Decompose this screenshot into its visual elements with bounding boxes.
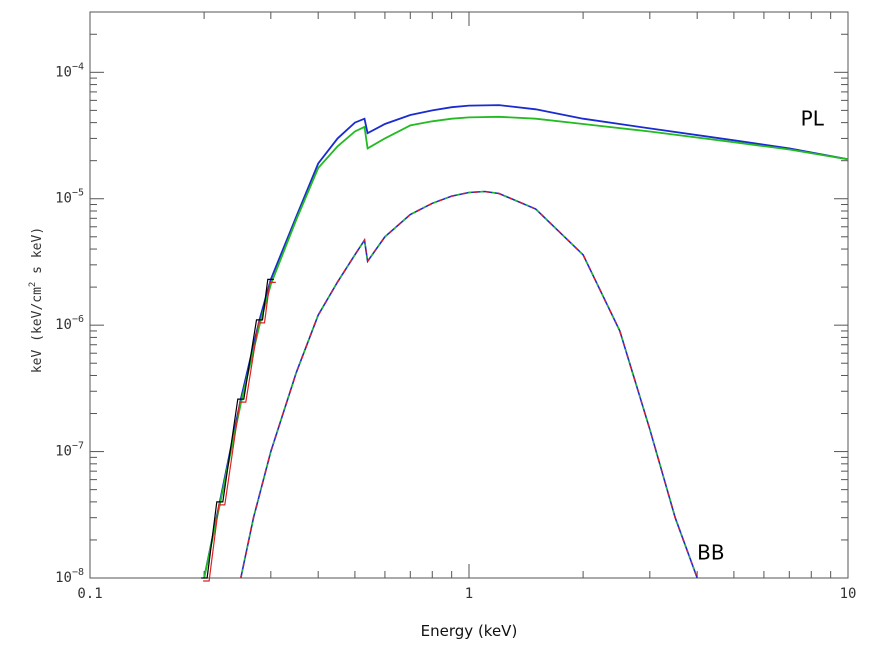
annotation-layer: PL BB: [697, 106, 825, 564]
x-tick-label: 0.1: [77, 586, 102, 602]
y-tick-label-base: 10: [55, 444, 72, 460]
y-tick-label: 10−7: [55, 441, 84, 460]
y-tick-label: 10−6: [55, 314, 84, 333]
x-tick-label: 10: [840, 586, 857, 602]
bb-model-line-red-dash: [240, 190, 698, 579]
y-tick-label-base: 10: [55, 64, 72, 80]
plot-frame: [89, 11, 849, 579]
y-tick-label-base: 10: [55, 317, 72, 333]
pl-model-line: [203, 115, 849, 579]
y-tick-label: 10−5: [55, 188, 84, 207]
y-tick-label-exp: −8: [72, 567, 84, 578]
y-tick-label-exp: −4: [72, 61, 84, 72]
y-tick-label-exp: −6: [72, 314, 84, 325]
total-model-line: [203, 104, 849, 579]
y-tick-label-exp: −7: [72, 441, 84, 452]
y-axis-label-sup: 2: [28, 282, 38, 287]
y-axis-label: keV (keV/cm2 s keV): [28, 227, 45, 373]
y-tick-label-exp: −5: [72, 188, 84, 199]
y-tick-label: 10−8: [55, 567, 84, 586]
y-axis-label-suffix: s keV): [30, 227, 45, 282]
data-histogram-red: [203, 281, 276, 582]
y-axis-label-prefix: keV (keV/cm: [30, 287, 45, 373]
x-tick-label: 1: [465, 586, 473, 602]
annotation-pl: PL: [801, 106, 825, 130]
bb-model-line: [240, 190, 698, 579]
x-axis-label: Energy (keV): [421, 622, 518, 640]
data-histogram-black: [201, 278, 274, 579]
y-tick-label: 10−4: [55, 61, 84, 80]
y-tick-label-base: 10: [55, 570, 72, 586]
series-layer: [201, 104, 849, 582]
bb-model-line-green-dash: [240, 190, 698, 579]
y-tick-label-base: 10: [55, 191, 72, 207]
annotation-bb: BB: [697, 541, 724, 565]
